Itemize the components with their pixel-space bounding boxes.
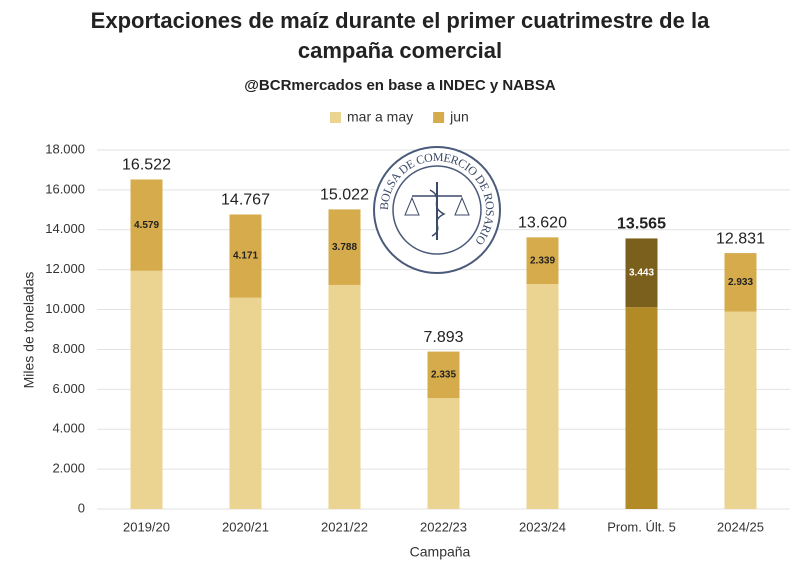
bar-segment (229, 297, 262, 509)
bar-segment (724, 253, 757, 312)
segment-label: 3.443 (629, 267, 654, 278)
x-axis-label: Campaña (410, 544, 471, 560)
total-label: 7.893 (423, 329, 463, 346)
y-tick-label: 4.000 (52, 421, 85, 436)
chart-title: Exportaciones de maíz durante el primer … (91, 8, 710, 33)
legend-label: mar a may (347, 109, 413, 125)
logo-icon (429, 189, 446, 237)
total-label: 13.565 (617, 216, 666, 233)
y-tick-label: 0 (78, 500, 85, 515)
y-tick-label: 12.000 (45, 261, 85, 276)
total-label: 16.522 (122, 157, 171, 174)
bar-segment (229, 214, 262, 298)
x-tick-label: Prom. Últ. 5 (607, 519, 676, 534)
logo-icon (404, 196, 470, 216)
y-tick-label: 8.000 (52, 341, 85, 356)
bar-segment (625, 307, 658, 509)
total-label: 14.767 (221, 192, 270, 209)
legend-swatch (433, 112, 445, 123)
y-axis-label: Miles de toneladas (21, 272, 37, 389)
y-tick-label: 2.000 (52, 461, 85, 476)
logo: BOLSA DE COMERCIO DE ROSARIO (373, 146, 501, 274)
x-tick-label: 2022/23 (420, 519, 467, 534)
bar-segment (328, 209, 361, 285)
legend-swatch (330, 112, 341, 123)
bar-segment (526, 237, 559, 285)
bar-segment (625, 238, 658, 308)
y-tick-label: 14.000 (45, 221, 85, 236)
segment-label: 4.171 (233, 251, 258, 262)
x-tick-label: 2024/25 (717, 519, 764, 534)
chart-subtitle: @BCRmercados en base a INDEC y NABSA (244, 77, 556, 94)
segment-label: 2.339 (530, 255, 555, 266)
bar-segment (427, 351, 460, 399)
total-label: 13.620 (518, 215, 567, 232)
total-label: 15.022 (320, 187, 369, 204)
bar-segment (130, 270, 163, 509)
total-label: 12.831 (716, 230, 765, 247)
x-tick-label: 2021/22 (321, 519, 368, 534)
y-tick-label: 6.000 (52, 381, 85, 396)
x-tick-label: 2019/20 (123, 519, 170, 534)
logo-ring (392, 165, 482, 255)
bar-segment (130, 179, 163, 271)
y-tick-label: 18.000 (45, 141, 85, 156)
y-tick-label: 10.000 (45, 301, 85, 316)
bar-segment (526, 284, 559, 509)
segment-label: 3.788 (332, 242, 357, 253)
segment-label: 4.579 (134, 220, 159, 231)
segment-label: 2.335 (431, 370, 456, 381)
y-tick-label: 16.000 (45, 181, 85, 196)
bar-segment (427, 398, 460, 509)
chart-title: campaña comercial (298, 38, 502, 63)
legend-label: jun (449, 109, 469, 125)
x-tick-label: 2023/24 (519, 519, 566, 534)
bar-segment (328, 284, 361, 509)
bar-segment (724, 311, 757, 509)
segment-label: 2.933 (728, 277, 753, 288)
x-tick-label: 2020/21 (222, 519, 269, 534)
